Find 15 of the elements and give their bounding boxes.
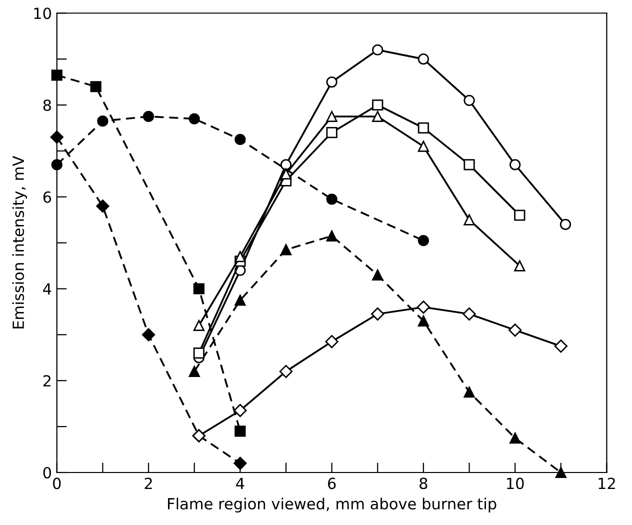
y-tick-label: 6 xyxy=(43,191,52,203)
y-tick-label: 0 xyxy=(43,466,52,479)
x-axis-title: Flame region viewed, mm above burner tip xyxy=(168,498,496,512)
x-tick-label: 4 xyxy=(236,478,244,489)
y-tick-label: 4 xyxy=(43,283,52,295)
x-tick-label: 8 xyxy=(420,478,428,490)
y-tick-label: 2 xyxy=(43,375,50,386)
y-tick-label: 10 xyxy=(34,8,52,20)
x-tick-label: 0 xyxy=(53,478,61,490)
x-tick-label: 10 xyxy=(507,478,524,490)
x-tick-label: 2 xyxy=(144,478,152,489)
y-tick-label: 8 xyxy=(43,99,51,112)
x-tick-label: 6 xyxy=(328,478,336,490)
y-axis-title: Emission intensity, mV xyxy=(12,156,28,328)
x-tick-label: 12 xyxy=(598,478,615,489)
